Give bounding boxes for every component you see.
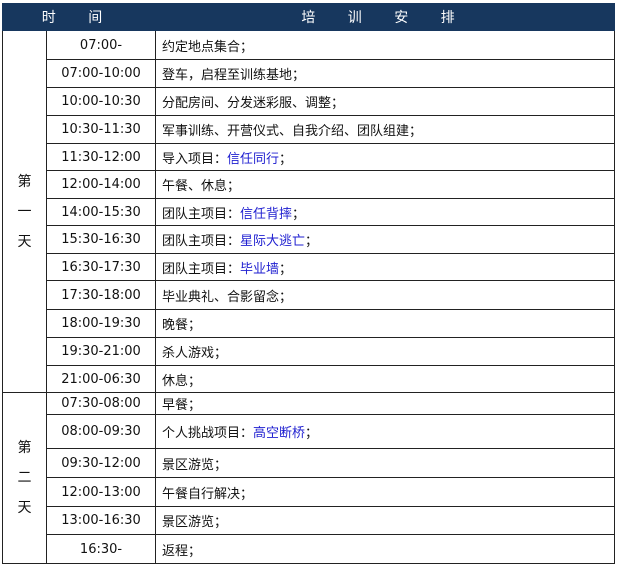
project-name: 信任同行 xyxy=(227,151,280,167)
activity-text: 休息； xyxy=(162,373,202,389)
activity-cell: 团队主项目：星际大逃亡； xyxy=(155,225,615,254)
activity-text: 导入项目： xyxy=(162,151,228,167)
activity-cell: 分配房间、分发迷彩服、调整； xyxy=(155,87,615,116)
table-row: 19:30-21:00 杀人游戏； xyxy=(3,337,615,366)
activity-text: 团队主项目： xyxy=(162,261,241,277)
time-cell: 18:00-19:30 xyxy=(45,309,157,338)
time-cell: 12:00-13:00 xyxy=(45,477,157,507)
day-label: 第二天 xyxy=(2,392,47,564)
activity-cell: 休息； xyxy=(155,365,615,393)
header-row: 时 间 培 训 安 排 xyxy=(1,3,615,31)
table-row: 第二天 07:30-08:00 早餐； xyxy=(2,392,615,564)
day-label-char: 第 xyxy=(17,440,32,456)
table-row: 07:00-10:00 登车，启程至训练基地； xyxy=(3,59,615,88)
punctuation: ； xyxy=(279,151,293,167)
time-cell: 17:30-18:00 xyxy=(45,280,157,310)
table-row: 14:00-15:30 团队主项目：信任背摔； xyxy=(3,198,615,226)
punctuation: ； xyxy=(292,206,306,222)
time-cell: 19:30-21:00 xyxy=(45,337,157,366)
table-row: 12:00-13:00 午餐自行解决； xyxy=(3,477,615,507)
time-cell: 12:00-14:00 xyxy=(45,170,157,199)
activity-text: 团队主项目： xyxy=(162,206,241,222)
activity-cell: 杀人游戏； xyxy=(155,337,615,366)
table-row: 15:30-16:30 团队主项目：星际大逃亡； xyxy=(3,225,615,254)
punctuation: ； xyxy=(305,426,319,441)
activity-cell: 午餐自行解决； xyxy=(155,477,615,507)
day-label-char: 一 xyxy=(17,203,32,220)
activity-text: 杀人游戏； xyxy=(162,346,228,361)
table-row: 11:30-12:00 导入项目：信任同行； xyxy=(3,143,615,171)
activity-cell: 团队主项目：毕业墙； xyxy=(155,253,615,281)
time-cell: 08:00-09:30 xyxy=(45,414,157,449)
header-schedule: 培 训 安 排 xyxy=(155,3,615,31)
time-cell: 09:30-12:00 xyxy=(45,448,157,478)
table-row: 10:00-10:30 分配房间、分发迷彩服、调整； xyxy=(3,87,615,116)
day-label-char: 二 xyxy=(17,470,32,486)
activity-cell: 约定地点集合； xyxy=(155,30,615,60)
activity-cell: 返程； xyxy=(155,534,615,564)
table-row: 13:00-16:30 景区游览； xyxy=(3,506,615,535)
activity-cell: 团队主项目：信任背摔； xyxy=(155,198,615,226)
activity-text: 约定地点集合； xyxy=(162,39,254,55)
activity-cell: 景区游览； xyxy=(155,506,615,535)
project-name: 星际大逃亡 xyxy=(240,234,306,249)
table-row: 10:30-11:30 军事训练、开营仪式、自我介绍、团队组建； xyxy=(3,115,615,144)
project-name: 毕业墙 xyxy=(240,261,280,277)
time-cell: 07:00-10:00 xyxy=(45,59,157,88)
activity-text: 晚餐； xyxy=(162,318,202,333)
table-row: 17:30-18:00 毕业典礼、合影留念； xyxy=(3,280,615,310)
activity-text: 个人挑战项目： xyxy=(162,426,254,441)
activity-text: 登车，启程至训练基地； xyxy=(162,68,306,83)
day-label-char: 天 xyxy=(17,500,32,516)
time-cell: 21:00-06:30 xyxy=(45,365,157,393)
activity-cell: 个人挑战项目：高空断桥； xyxy=(155,414,615,449)
activity-cell: 军事训练、开营仪式、自我介绍、团队组建； xyxy=(155,115,615,144)
punctuation: ； xyxy=(279,261,293,277)
time-cell: 13:00-16:30 xyxy=(45,506,157,535)
activity-cell: 登车，启程至训练基地； xyxy=(155,59,615,88)
table-row: 第一天 07:00- 约定地点集合； xyxy=(2,30,615,393)
time-cell: 07:30-08:00 xyxy=(45,392,157,415)
table-row: 09:30-12:00 景区游览； xyxy=(3,448,615,478)
header-time: 时 间 xyxy=(1,3,157,31)
time-cell: 07:00- xyxy=(45,30,157,60)
time-cell: 14:00-15:30 xyxy=(45,198,157,226)
day-label-char: 第 xyxy=(17,173,32,190)
activity-text: 午餐自行解决； xyxy=(162,486,254,502)
table-row: 16:30- 返程； xyxy=(3,534,615,564)
table-row: 21:00-06:30 休息； xyxy=(3,365,615,393)
day-label: 第一天 xyxy=(2,30,47,393)
table-row: 12:00-14:00 午餐、休息； xyxy=(3,170,615,199)
project-name: 信任背摔 xyxy=(240,206,293,222)
activity-text: 返程； xyxy=(162,543,202,559)
table-row: 16:30-17:30 团队主项目：毕业墙； xyxy=(3,253,615,281)
activity-text: 毕业典礼、合影留念； xyxy=(162,289,293,305)
activity-cell: 景区游览； xyxy=(155,448,615,478)
activity-text: 分配房间、分发迷彩服、调整； xyxy=(162,96,345,111)
activity-cell: 晚餐； xyxy=(155,309,615,338)
activity-text: 景区游览； xyxy=(162,515,228,530)
time-cell: 16:30-17:30 xyxy=(45,253,157,281)
time-cell: 15:30-16:30 xyxy=(45,225,157,254)
schedule-table: 时 间 培 训 安 排 第一天 07:00- 约定地点集合； 07:00-10:00 登… xyxy=(1,3,615,564)
time-cell: 10:00-10:30 xyxy=(45,87,157,116)
time-cell: 16:30- xyxy=(45,534,157,564)
activity-cell: 早餐； xyxy=(155,392,615,415)
project-name: 高空断桥 xyxy=(253,426,306,441)
activity-text: 景区游览； xyxy=(162,457,228,473)
activity-text: 早餐； xyxy=(162,398,202,413)
time-cell: 11:30-12:00 xyxy=(45,143,157,171)
activity-text: 军事训练、开营仪式、自我介绍、团队组建； xyxy=(162,124,423,139)
punctuation: ； xyxy=(305,234,319,249)
day-label-char: 天 xyxy=(17,233,32,250)
table-row: 08:00-09:30 个人挑战项目：高空断桥； xyxy=(3,414,615,449)
time-cell: 10:30-11:30 xyxy=(45,115,157,144)
activity-cell: 毕业典礼、合影留念； xyxy=(155,280,615,310)
activity-cell: 导入项目：信任同行； xyxy=(155,143,615,171)
activity-text: 团队主项目： xyxy=(162,234,241,249)
activity-cell: 午餐、休息； xyxy=(155,170,615,199)
activity-text: 午餐、休息； xyxy=(162,179,241,194)
table-row: 18:00-19:30 晚餐； xyxy=(3,309,615,338)
